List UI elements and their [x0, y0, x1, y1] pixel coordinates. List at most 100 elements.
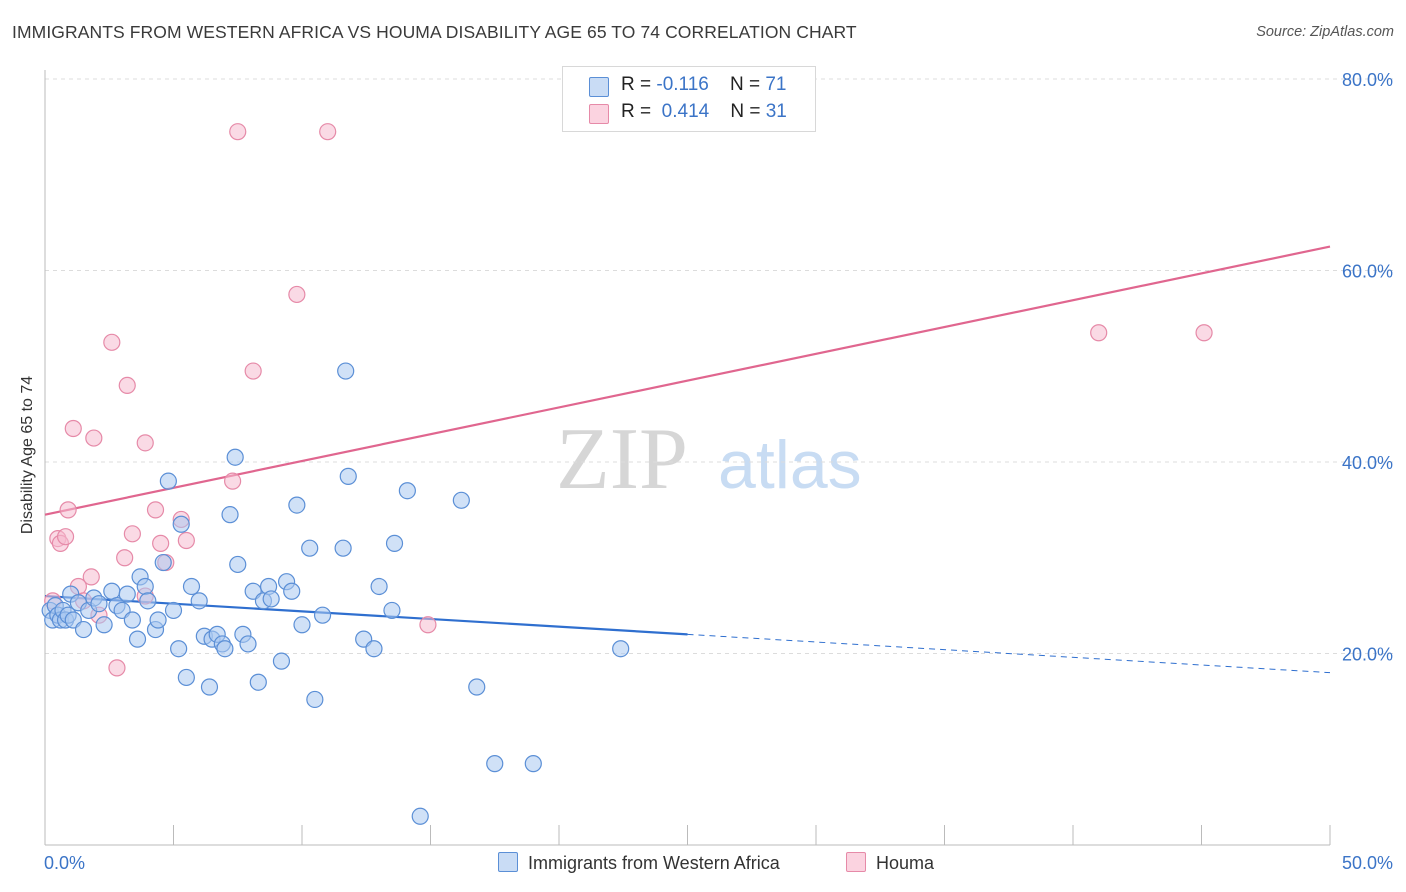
legend-r-label: R = [621, 101, 657, 122]
data-point-houma [177, 531, 195, 550]
data-point-western-africa [306, 690, 324, 709]
y-axis-title: Disability Age 65 to 74 [19, 376, 36, 534]
trend-line-western-africa-extrapolated [687, 633, 1331, 674]
data-point-western-africa [172, 515, 190, 533]
data-point-houma [1090, 324, 1108, 342]
data-point-western-africa [128, 630, 147, 648]
axes [44, 70, 1331, 846]
data-point-houma [103, 333, 121, 351]
data-point-houma [319, 123, 337, 141]
data-point-western-africa [411, 807, 429, 825]
data-point-houma [146, 501, 165, 519]
data-point-western-africa [149, 611, 167, 629]
data-point-western-africa [221, 506, 239, 524]
data-point-western-africa [293, 616, 311, 634]
chart-source: Source: ZipAtlas.com [1256, 24, 1394, 40]
data-point-western-africa [90, 595, 108, 613]
data-point-western-africa [383, 601, 401, 620]
data-point-western-africa [339, 467, 357, 485]
legend-n-value: 71 [765, 74, 787, 95]
data-point-western-africa [365, 640, 383, 658]
data-point-western-africa [398, 482, 416, 500]
watermark-atlas: atlas [718, 427, 862, 503]
data-point-western-africa [272, 652, 291, 670]
data-point-western-africa [370, 577, 388, 596]
x-tick-label: 50.0% [1342, 853, 1393, 873]
data-point-western-africa [288, 496, 306, 514]
data-point-houma [82, 568, 100, 586]
data-point-houma [224, 472, 242, 490]
data-point-houma [85, 429, 103, 447]
data-point-western-africa [337, 362, 355, 380]
data-point-western-africa [139, 592, 157, 610]
data-point-western-africa [190, 592, 208, 610]
tick-labels: 20.0% 40.0% 60.0% 80.0% 0.0% 50.0% [44, 70, 1393, 873]
data-point-western-africa [95, 616, 113, 634]
data-point-western-africa [200, 678, 219, 696]
data-points [41, 123, 1213, 825]
data-point-western-africa [170, 640, 188, 658]
data-point-western-africa [468, 678, 486, 696]
legend-r-value: 0.414 [656, 101, 710, 122]
legend-n-label: N = [729, 74, 766, 95]
watermark: ZIP atlas [556, 411, 862, 508]
legend-r-value: -0.116 [656, 74, 709, 95]
data-point-western-africa [612, 640, 630, 658]
data-point-western-africa [283, 582, 301, 600]
bottom-legend-label-blue: Immigrants from Western Africa [528, 853, 780, 873]
data-point-western-africa [239, 635, 257, 653]
data-point-western-africa [123, 611, 141, 629]
data-point-houma [56, 528, 75, 546]
data-point-western-africa [385, 534, 404, 552]
legend-n-label: N = [730, 101, 766, 122]
data-point-western-africa [164, 601, 183, 620]
legend-r-label: R = [621, 74, 657, 95]
data-point-western-africa [301, 539, 319, 557]
bottom-legend-label-pink: Houma [876, 853, 935, 873]
data-point-western-africa [154, 553, 172, 572]
data-point-western-africa [159, 472, 177, 490]
data-point-houma [288, 285, 306, 304]
data-point-houma [1195, 324, 1213, 342]
chart-title: IMMIGRANTS FROM WESTERN AFRICA VS HOUMA … [12, 22, 857, 42]
bottom-legend-blue: Immigrants from Western Africa [498, 852, 780, 874]
y-tick-label: 60.0% [1342, 262, 1393, 282]
data-point-houma [419, 616, 437, 634]
legend-n-value: 31 [765, 101, 787, 122]
data-point-houma [136, 434, 154, 452]
bottom-legend-pink: Houma [846, 852, 934, 874]
data-point-western-africa [118, 585, 136, 603]
y-tick-label: 20.0% [1342, 645, 1393, 665]
data-point-western-africa [262, 590, 280, 608]
data-point-houma [116, 549, 134, 567]
data-point-western-africa [226, 448, 244, 466]
data-point-houma [244, 362, 262, 380]
data-point-western-africa [103, 582, 121, 600]
data-point-houma [108, 659, 126, 677]
legend-swatch-blue [589, 77, 609, 97]
trend-line-houma [44, 245, 1331, 516]
legend: R = -0.116 N = 71 R = 0.414 N = 31 [562, 66, 816, 132]
data-point-western-africa [524, 755, 542, 773]
bottom-legend-swatch-pink [846, 852, 866, 872]
data-point-western-africa [313, 606, 332, 624]
data-point-houma [152, 534, 170, 552]
data-point-western-africa [74, 620, 93, 639]
bottom-legend-swatch-blue [498, 852, 518, 872]
data-point-houma [64, 419, 82, 438]
data-point-houma [123, 525, 141, 543]
data-point-western-africa [249, 673, 267, 691]
watermark-zip: ZIP [556, 411, 688, 508]
y-tick-label: 40.0% [1342, 453, 1393, 473]
data-point-western-africa [486, 755, 504, 773]
data-point-western-africa [334, 539, 352, 557]
legend-swatch-pink [589, 104, 609, 124]
data-point-western-africa [177, 668, 195, 687]
data-point-western-africa [182, 577, 201, 596]
x-tick-label: 0.0% [44, 853, 85, 873]
data-point-houma [59, 501, 77, 519]
data-point-houma [229, 123, 247, 141]
data-point-western-africa [216, 640, 234, 658]
data-point-western-africa [452, 491, 470, 509]
